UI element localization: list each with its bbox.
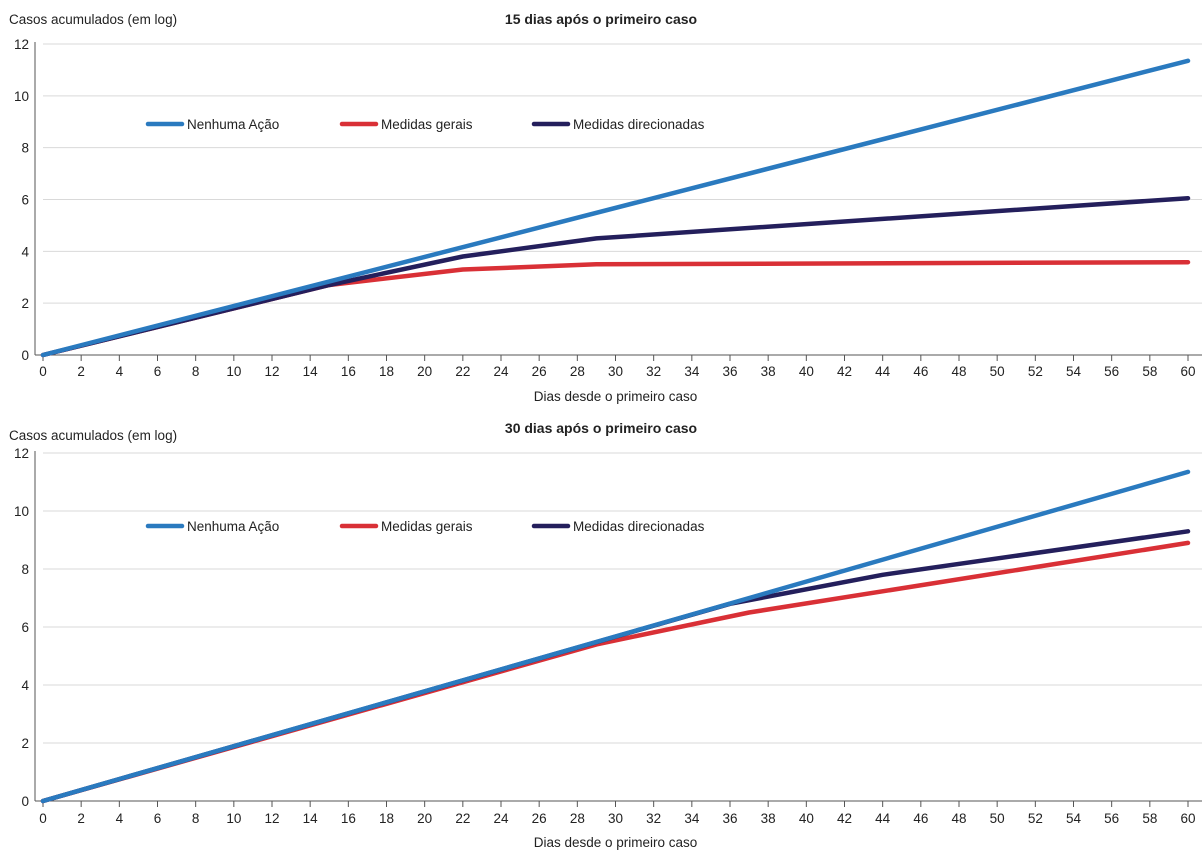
x-tick-label: 10 xyxy=(226,364,241,379)
gridlines xyxy=(43,43,1202,304)
x-tick-label: 20 xyxy=(417,811,432,826)
y-tick-label: 2 xyxy=(21,736,29,751)
chart-30-dias: Casos acumulados (em log) 30 dias após o… xyxy=(9,420,1202,850)
legend: Nenhuma Ação Medidas gerais Medidas direci… xyxy=(145,519,705,534)
x-tick-label: 4 xyxy=(116,811,124,826)
series-line-nenhuma-acao xyxy=(40,469,1191,804)
legend-label-medidas-direcionadas: Medidas direcionadas xyxy=(573,117,705,132)
x-tick-label: 54 xyxy=(1066,364,1082,379)
y-tick-label: 6 xyxy=(21,193,29,208)
x-axis-label: Dias desde o primeiro caso xyxy=(534,389,698,404)
y-tick-label: 8 xyxy=(21,562,29,577)
x-tick-label: 14 xyxy=(303,811,319,826)
x-tick-label: 22 xyxy=(455,364,470,379)
x-tick-label: 34 xyxy=(684,811,700,826)
y-tick-label: 8 xyxy=(21,141,29,156)
series-line-medidas-direcionadas xyxy=(40,195,1191,358)
legend-label-medidas-gerais: Medidas gerais xyxy=(381,117,473,132)
y-tick-label: 10 xyxy=(14,89,29,104)
x-tick-label: 2 xyxy=(77,811,85,826)
x-tick-label: 42 xyxy=(837,364,852,379)
x-tick-label: 42 xyxy=(837,811,852,826)
y-tick-label: 2 xyxy=(21,296,29,311)
x-tick-label: 6 xyxy=(154,811,162,826)
x-tick-label: 20 xyxy=(417,364,432,379)
x-tick-label: 8 xyxy=(192,364,200,379)
x-tick-label: 48 xyxy=(951,811,966,826)
legend-label-medidas-gerais: Medidas gerais xyxy=(381,519,473,534)
x-tick-label: 58 xyxy=(1142,364,1157,379)
x-tick-label: 30 xyxy=(608,364,623,379)
x-tick-label: 56 xyxy=(1104,811,1119,826)
x-tick-label: 10 xyxy=(226,811,241,826)
legend-label-medidas-direcionadas: Medidas direcionadas xyxy=(573,519,705,534)
x-tick-label: 12 xyxy=(264,364,279,379)
x-tick-label: 44 xyxy=(875,364,891,379)
legend-label-nenhuma-acao: Nenhuma Ação xyxy=(187,117,279,132)
x-tick-label: 2 xyxy=(77,364,85,379)
y-tick-label: 6 xyxy=(21,620,29,635)
x-tick-label: 16 xyxy=(341,364,356,379)
x-tick-label: 0 xyxy=(39,364,47,379)
y-tick-label: 0 xyxy=(21,794,29,809)
x-tick-label: 24 xyxy=(493,364,509,379)
x-tick-label: 32 xyxy=(646,811,661,826)
x-axis-label: Dias desde o primeiro caso xyxy=(534,835,698,850)
y-tick-label: 0 xyxy=(21,348,29,363)
x-tick-label: 18 xyxy=(379,811,394,826)
y-axis-label: Casos acumulados (em log) xyxy=(9,428,177,443)
x-tick-label: 52 xyxy=(1028,811,1043,826)
x-tick-label: 46 xyxy=(913,364,928,379)
x-tick-label: 50 xyxy=(990,364,1005,379)
x-tick-label: 36 xyxy=(722,364,737,379)
chart-title: 15 dias após o primeiro caso xyxy=(505,11,697,27)
x-tick-label: 18 xyxy=(379,364,394,379)
x-tick-label: 46 xyxy=(913,811,928,826)
x-tick-label: 28 xyxy=(570,364,585,379)
y-tick-label: 12 xyxy=(14,37,29,52)
x-tick-label: 8 xyxy=(192,811,200,826)
legend: Nenhuma Ação Medidas gerais Medidas direci… xyxy=(145,117,705,132)
x-tick-label: 38 xyxy=(761,364,776,379)
chart-title: 30 dias após o primeiro caso xyxy=(505,420,697,436)
x-tick-label: 60 xyxy=(1180,811,1195,826)
x-tick-label: 30 xyxy=(608,811,623,826)
x-tick-label: 60 xyxy=(1180,364,1195,379)
x-tick-label: 48 xyxy=(951,364,966,379)
x-tick-label: 6 xyxy=(154,364,162,379)
x-tick-label: 36 xyxy=(722,811,737,826)
x-tick-label: 50 xyxy=(990,811,1005,826)
x-tick-label: 40 xyxy=(799,811,814,826)
x-tick-label: 0 xyxy=(39,811,47,826)
y-tick-label: 4 xyxy=(21,678,29,693)
x-tick-label: 40 xyxy=(799,364,814,379)
y-tick-label: 12 xyxy=(14,446,29,461)
x-tick-label: 24 xyxy=(493,811,509,826)
y-tick-label: 4 xyxy=(21,244,29,259)
x-tick-label: 22 xyxy=(455,811,470,826)
x-tick-label: 38 xyxy=(761,811,776,826)
chart-15-dias: Casos acumulados (em log) 15 dias após o… xyxy=(9,11,1202,404)
gridlines xyxy=(43,452,1202,744)
x-tick-label: 28 xyxy=(570,811,585,826)
x-tick-label: 58 xyxy=(1142,811,1157,826)
x-tick-label: 52 xyxy=(1028,364,1043,379)
x-tick-label: 34 xyxy=(684,364,700,379)
x-tick-label: 4 xyxy=(116,364,124,379)
series-line-medidas-gerais xyxy=(40,540,1191,804)
x-tick-label: 44 xyxy=(875,811,891,826)
x-tick-label: 16 xyxy=(341,811,356,826)
x-tick-label: 12 xyxy=(264,811,279,826)
x-tick-label: 56 xyxy=(1104,364,1119,379)
legend-label-nenhuma-acao: Nenhuma Ação xyxy=(187,519,279,534)
y-tick-label: 10 xyxy=(14,504,29,519)
x-tick-label: 14 xyxy=(303,364,319,379)
x-tick-label: 26 xyxy=(532,364,547,379)
series-line-nenhuma-acao xyxy=(40,58,1191,358)
x-tick-label: 32 xyxy=(646,364,661,379)
y-axis-label: Casos acumulados (em log) xyxy=(9,12,177,27)
x-tick-label: 54 xyxy=(1066,811,1082,826)
x-tick-label: 26 xyxy=(532,811,547,826)
